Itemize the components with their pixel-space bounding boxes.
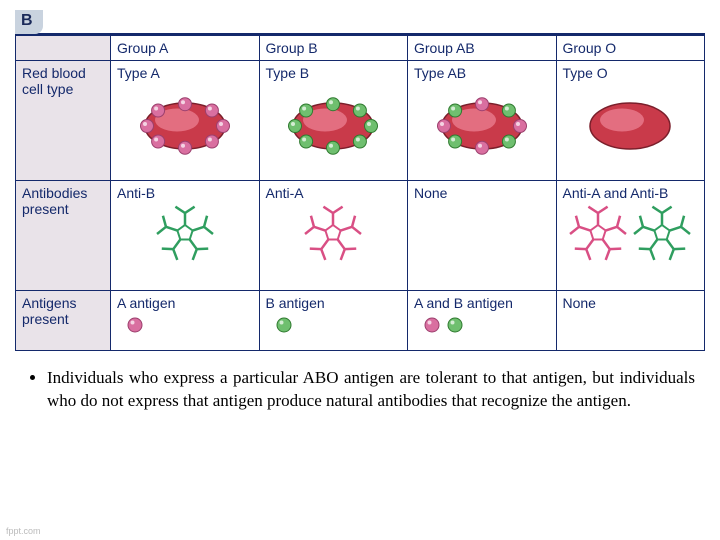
cell: Anti-A and Anti-B xyxy=(556,181,705,291)
antibody-label: Anti-B xyxy=(117,185,253,201)
rbc-vis xyxy=(117,83,253,163)
cell: Type A xyxy=(111,61,260,181)
rbc-vis xyxy=(414,83,550,163)
footer-watermark: fppt.com xyxy=(6,526,41,536)
antibody-label: Anti-A xyxy=(266,185,402,201)
cell: None xyxy=(408,181,557,291)
cell: Anti-A xyxy=(259,181,408,291)
row-header: Antigens present xyxy=(16,291,111,351)
row-header: Red blood cell type xyxy=(16,61,111,181)
row-header: Antibodies present xyxy=(16,181,111,291)
blood-group-table: Group A Group B Group AB Group O Red blo… xyxy=(15,33,705,351)
corner-cell xyxy=(16,35,111,61)
row-cell-type: Red blood cell type Type A xyxy=(16,61,705,181)
cell: None xyxy=(556,291,705,351)
header-row: Group A Group B Group AB Group O xyxy=(16,35,705,61)
cell-type-label: Type AB xyxy=(414,65,550,81)
cell: Type B xyxy=(259,61,408,181)
rbc-vis xyxy=(563,83,699,163)
cell: A antigen xyxy=(111,291,260,351)
cell-type-label: Type O xyxy=(563,65,699,81)
row-antigens: Antigens present A antigen B antigen A a… xyxy=(16,291,705,351)
antibody-vis xyxy=(563,203,699,263)
antigen-label: B antigen xyxy=(266,295,402,311)
antigen-label: A antigen xyxy=(117,295,253,311)
col-header: Group O xyxy=(556,35,705,61)
col-header: Group A xyxy=(111,35,260,61)
antigen-label: None xyxy=(563,295,699,311)
col-header: Group AB xyxy=(408,35,557,61)
antibody-vis xyxy=(266,203,402,263)
col-header: Group B xyxy=(259,35,408,61)
cell: A and B antigen xyxy=(408,291,557,351)
explanation-bullet: Individuals who express a particular ABO… xyxy=(25,367,695,413)
antigen-dot-vis xyxy=(117,313,253,337)
panel-badge: B xyxy=(15,10,43,34)
antigen-dot-vis xyxy=(266,313,402,337)
cell: Type AB xyxy=(408,61,557,181)
antigen-dot-vis xyxy=(563,313,699,337)
cell: Anti-B xyxy=(111,181,260,291)
antibody-label: None xyxy=(414,185,550,201)
cell: Type O xyxy=(556,61,705,181)
rbc-vis xyxy=(266,83,402,163)
row-antibodies: Antibodies present Anti-B xyxy=(16,181,705,291)
cell: B antigen xyxy=(259,291,408,351)
antigen-dot-vis xyxy=(414,313,550,337)
antibody-vis xyxy=(117,203,253,263)
antibody-vis xyxy=(414,203,550,243)
antigen-label: A and B antigen xyxy=(414,295,550,311)
cell-type-label: Type A xyxy=(117,65,253,81)
cell-type-label: Type B xyxy=(266,65,402,81)
antibody-label: Anti-A and Anti-B xyxy=(563,185,699,201)
bullet-text: Individuals who express a particular ABO… xyxy=(47,367,695,413)
